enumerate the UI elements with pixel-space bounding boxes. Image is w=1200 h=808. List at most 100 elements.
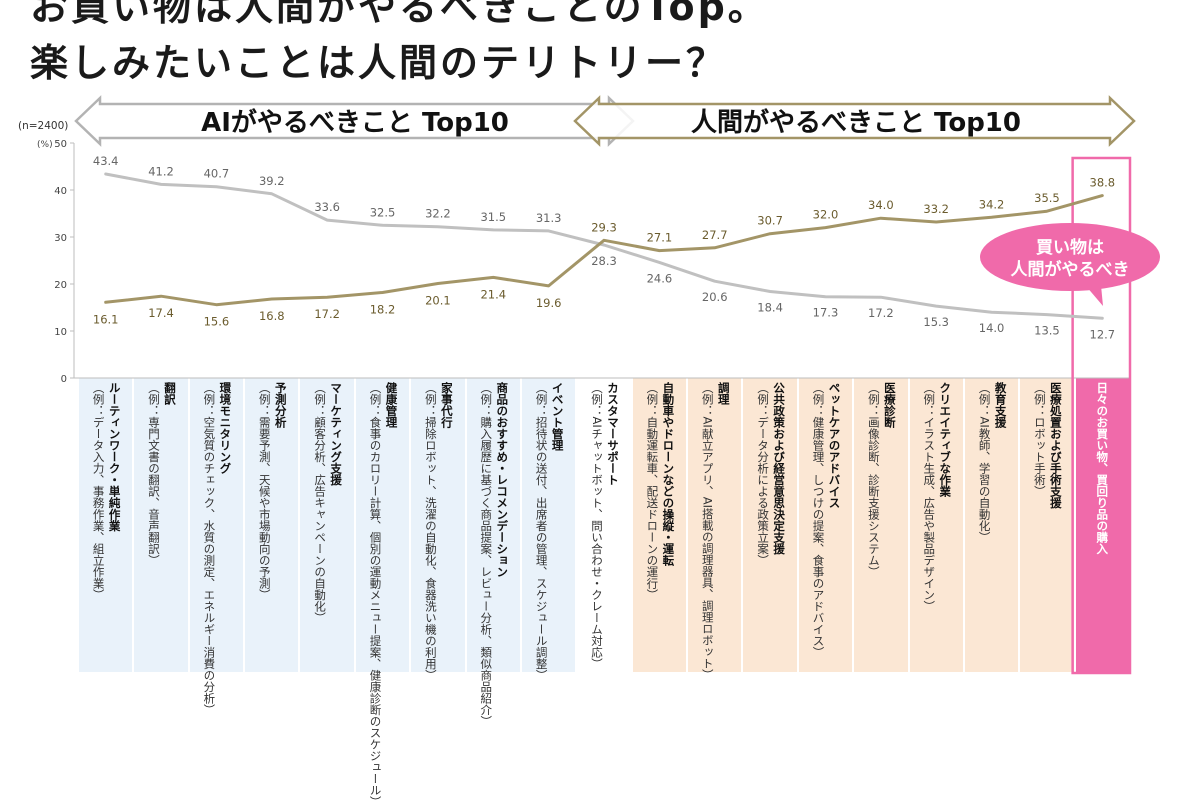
data-label-ai: 31.5 <box>480 210 506 224</box>
data-label-ai: 31.3 <box>536 211 562 225</box>
category-column: 調理 （例：AI献立アプリ、AI搭載の調理器具、調理ロボット） <box>688 378 742 681</box>
category-example: （例：自動運転車、配送ドローンの運行） <box>645 382 660 601</box>
category-column: カスタマーサポート （例：AIチャットボット、問い合わせ・クレーム対応） <box>577 378 631 672</box>
data-label-human: 32.0 <box>813 208 839 222</box>
highlight-frame <box>1071 156 1132 675</box>
series-layer <box>104 172 1104 320</box>
category-name: イベント管理 <box>550 382 565 451</box>
human-banner-arrow <box>573 95 1136 147</box>
category-column: 日々のお買い物、買回り品の購入 <box>1075 378 1129 672</box>
callout-layer: 買い物は人間がやるべき <box>980 223 1160 306</box>
data-label-ai: 41.2 <box>148 164 174 178</box>
category-column: 公共政策および経営意思決定支援 （例：データ分析による政策立案） <box>743 378 797 672</box>
category-example: （例：購入履歴に基づく商品提案、レビュー分析、類似商品紹介） <box>479 382 494 727</box>
category-example: （例：AI献立アプリ、AI搭載の調理器具、調理ロボット） <box>700 382 715 681</box>
data-label-human: 17.2 <box>314 307 340 321</box>
data-label-ai: 33.6 <box>314 200 340 214</box>
category-name: クリエイティブな作業 <box>938 382 953 497</box>
category-name: 商品のおすすめ・レコメンデーション <box>495 382 510 578</box>
category-column: 商品のおすすめ・レコメンデーション （例：購入履歴に基づく商品提案、レビュー分析、… <box>466 378 520 727</box>
category-example: （例：掃除ロボット、洗濯の自動化、食器洗い機の利用） <box>423 382 438 681</box>
ai-banner-label: AIがやるべきこと Top10 <box>201 107 509 138</box>
data-label-ai: 14.0 <box>979 321 1005 335</box>
category-column: イベント管理 （例：招待状の送付、出席者の管理、スケジュール調整） <box>521 378 576 681</box>
category-column: ペットケアのアドバイス （例：健康管理、しつけの提案、食事のアドバイス） <box>798 378 853 672</box>
data-label-human: 18.2 <box>370 302 396 316</box>
data-label-ai: 43.4 <box>93 154 119 168</box>
data-label-human: 34.0 <box>868 198 894 212</box>
category-name: 環境モニタリング <box>218 382 233 474</box>
category-example: （例：空気質のチェック、水質の測定、エネルギー消費の分析） <box>202 382 217 716</box>
category-column: 自動車やドローンなどの操縦・運転 （例：自動運転車、配送ドローンの運行） <box>632 378 687 672</box>
category-column: 家事代行 （例：掃除ロボット、洗濯の自動化、食器洗い機の利用） <box>411 378 465 681</box>
data-label-human: 16.8 <box>259 309 285 323</box>
data-label-human: 29.3 <box>591 220 617 234</box>
category-example: （例：需要予測、天候や市場動向の予測） <box>257 382 272 601</box>
category-name: 家事代行 <box>439 382 454 428</box>
category-name: 翻訳 <box>163 382 178 405</box>
y-tick-label: 40 <box>54 186 67 197</box>
category-name: カスタマーサポート <box>605 382 620 486</box>
data-label-ai: 24.6 <box>647 271 673 285</box>
unit-label: (%) <box>37 140 53 150</box>
category-example: （例：健康管理、しつけの提案、食事のアドバイス） <box>811 382 826 658</box>
data-label-ai: 17.3 <box>813 306 839 320</box>
data-label-ai: 17.2 <box>868 306 894 320</box>
category-name: 日々のお買い物、買回り品の購入 <box>1095 382 1110 555</box>
data-label-human: 16.1 <box>93 312 119 326</box>
y-tick-label: 20 <box>54 280 67 291</box>
data-label-human: 21.4 <box>480 287 506 301</box>
category-name: 公共政策および経営意思決定支援 <box>772 382 787 555</box>
data-label-human: 30.7 <box>757 214 783 228</box>
category-name: 予測分析 <box>273 382 288 428</box>
banner-layer: AIがやるべきこと Top10 人間がやるべきこと Top10 <box>74 95 1136 147</box>
line-chart: AIがやるべきこと Top10 人間がやるべきこと Top10 (n=2400)(… <box>18 95 1160 675</box>
category-example: （例：データ分析による政策立案） <box>756 382 771 566</box>
y-axis: (n=2400) (%) 0 10 20 30 40 50 <box>18 120 1130 385</box>
y-tick-label: 50 <box>54 139 67 150</box>
series-line-human <box>104 194 1104 307</box>
category-name: マーケティング支援 <box>329 382 344 486</box>
data-label-human: 35.5 <box>1034 191 1060 205</box>
data-label-ai: 32.2 <box>425 207 451 221</box>
category-name: ルーティンワーク・単純作業 <box>107 382 122 532</box>
category-column: 医療処置および手術支援 （例：ロボット手術） <box>1020 378 1074 672</box>
category-example: （例：AI教師、学習の自動化） <box>977 382 992 543</box>
data-label-ai: 32.5 <box>370 205 396 219</box>
category-example: （例：イラスト生成、広告や製品デザイン） <box>922 382 937 612</box>
callout-bubble <box>980 223 1160 291</box>
category-example: （例：招待状の送付、出席者の管理、スケジュール調整） <box>534 382 549 681</box>
human-banner-label: 人間がやるべきこと Top10 <box>691 107 1021 138</box>
category-example: （例：顧客分析、広告キャンペーンの自動化） <box>313 382 328 624</box>
data-label-ai: 13.5 <box>1034 324 1060 338</box>
y-tick-label: 30 <box>54 233 67 244</box>
data-label-ai: 18.4 <box>757 301 783 315</box>
category-example: （例：データ入力、事務作業、組立作業） <box>91 382 106 601</box>
data-label-ai: 20.6 <box>702 290 728 304</box>
data-label-human: 17.4 <box>148 306 174 320</box>
category-column: 予測分析 （例：需要予測、天候や市場動向の予測） <box>245 378 299 672</box>
data-label-ai: 40.7 <box>204 167 230 181</box>
data-label-human: 19.6 <box>536 296 562 310</box>
category-name: ペットケアのアドバイス <box>827 382 842 509</box>
category-column: 環境モニタリング （例：空気質のチェック、水質の測定、エネルギー消費の分析） <box>189 378 244 716</box>
category-example: （例：ロボット手術） <box>1032 382 1047 497</box>
category-column: 医療診断 （例：画像診断、診断支援システム） <box>854 378 908 672</box>
y-tick-label: 10 <box>54 327 67 338</box>
callout-line-2: 人間がやるべき <box>1011 259 1130 280</box>
category-name: 健康管理 <box>384 382 399 428</box>
data-label-human: 15.6 <box>204 315 230 329</box>
category-name: 医療診断 <box>882 382 897 428</box>
category-name: 教育支援 <box>993 382 1008 428</box>
category-name: 調理 <box>716 382 731 405</box>
data-label-human: 34.2 <box>979 197 1005 211</box>
data-label-human: 38.8 <box>1090 176 1116 190</box>
category-example: （例：画像診断、診断支援システム） <box>866 382 881 578</box>
y-tick-label: 0 <box>61 374 67 385</box>
data-label-human: 33.2 <box>923 202 949 216</box>
data-label-ai: 12.7 <box>1090 327 1116 341</box>
category-name: 自動車やドローンなどの操縦・運転 <box>661 382 676 566</box>
category-column: 教育支援 （例：AI教師、学習の自動化） <box>964 378 1019 672</box>
category-example: （例：専門文書の翻訳、音声翻訳） <box>147 382 162 566</box>
headline-line-1: お買い物は人間がやるべきことのTop。 <box>30 0 769 29</box>
